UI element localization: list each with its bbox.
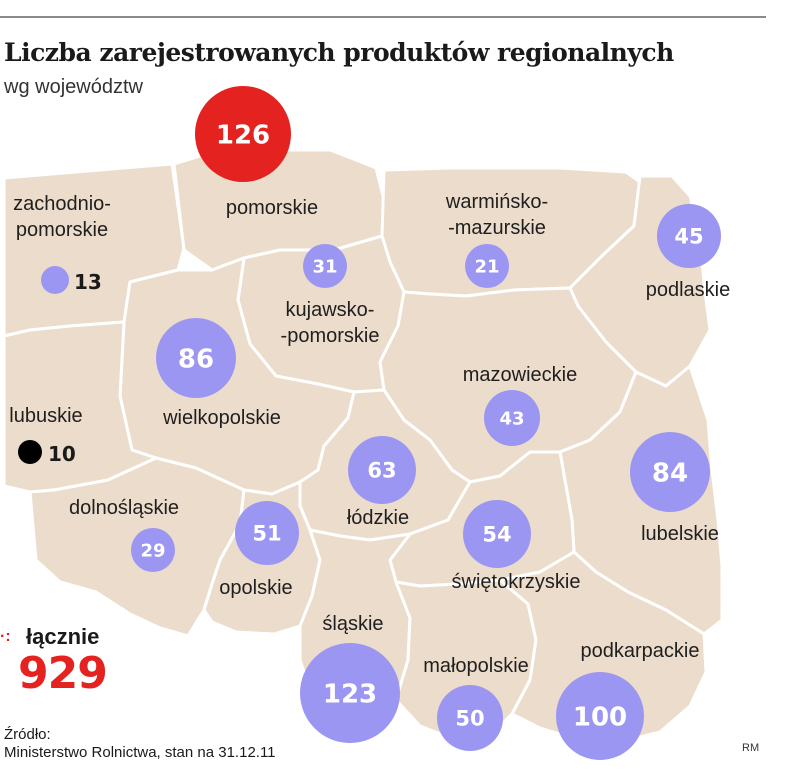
map-title: Liczba zarejestrowanych produktów region… <box>4 38 674 67</box>
value-lubelskie: 84 <box>652 458 688 488</box>
bubble-pomorskie <box>195 86 291 182</box>
label-podlaskie: podlaskie <box>646 279 731 301</box>
bubble-wielkopolskie <box>156 318 236 398</box>
label-dolnoslaskie: dolnośląskie <box>69 497 179 519</box>
label-zachodnio-pomorskie: zachodnio-pomorskie <box>13 193 111 241</box>
label-wielkopolskie: wielkopolskie <box>162 407 281 429</box>
bubble-lubuskie <box>18 440 42 464</box>
value-wielkopolskie: 86 <box>178 344 214 374</box>
value-malopolskie: 50 <box>455 707 484 731</box>
region-labels: zachodnio-pomorskie pomorskie warmińsko--m… <box>9 191 730 677</box>
value-warminsko-mazurskie: 21 <box>474 256 499 277</box>
source-text: Ministerstwo Rolnictwa, stan na 31.12.11 <box>4 744 276 761</box>
bubble-lodzkie <box>348 436 416 504</box>
top-rule <box>0 16 766 18</box>
bubble-slaskie <box>300 643 400 743</box>
value-mazowieckie: 43 <box>499 408 524 429</box>
map-subtitle: wg województw <box>4 76 143 98</box>
bubble-dolnoslaskie <box>131 528 175 572</box>
source-note: Źródło: Ministerstwo Rolnictwa, stan na … <box>4 726 276 762</box>
region-lubuskie <box>2 320 158 494</box>
bubble-lubelskie <box>630 432 710 512</box>
bubble-podkarpackie <box>556 672 644 760</box>
value-lubuskie: 10 <box>48 442 76 466</box>
value-bubbles: 13 126 21 45 31 86 10 43 63 84 29 51 54 123 50 100 <box>18 86 721 760</box>
region-podkarpackie <box>498 550 708 744</box>
value-slaskie: 123 <box>323 679 377 709</box>
label-lubuskie: lubuskie <box>9 405 82 427</box>
source-heading: Źródło: <box>4 726 51 743</box>
bubble-zachodnio-pomorskie <box>41 266 69 294</box>
value-zachodnio-pomorskie: 13 <box>74 270 102 294</box>
value-opolskie: 51 <box>252 522 281 546</box>
label-slaskie: śląskie <box>322 613 383 635</box>
value-pomorskie: 126 <box>216 120 270 150</box>
label-lodzkie: łódzkie <box>347 507 409 529</box>
total-value: 929 <box>18 648 108 699</box>
value-podlaskie: 45 <box>674 225 703 249</box>
value-podkarpackie: 100 <box>573 702 627 732</box>
label-warminsko-mazurskie: warmińsko--mazurskie <box>445 191 548 239</box>
author-credit: RM <box>742 742 760 754</box>
value-dolnoslaskie: 29 <box>140 540 165 561</box>
label-malopolskie: małopolskie <box>423 655 529 677</box>
bubble-kujawsko-pomorskie <box>303 244 347 288</box>
label-mazowieckie: mazowieckie <box>463 364 577 386</box>
bubble-mazowieckie <box>484 390 540 446</box>
value-lodzkie: 63 <box>367 459 396 483</box>
bubble-warminsko-mazurskie <box>465 244 509 288</box>
bubble-swietokrzyskie <box>463 500 531 568</box>
bubble-opolskie <box>235 501 299 565</box>
label-opolskie: opolskie <box>219 577 292 599</box>
label-pomorskie: pomorskie <box>226 197 318 219</box>
total-label: łącznie <box>26 624 100 649</box>
bubble-malopolskie <box>437 685 503 751</box>
label-kujawsko-pomorskie: kujawsko--pomorskie <box>281 299 380 347</box>
value-kujawsko-pomorskie: 31 <box>312 256 337 277</box>
label-swietokrzyskie: świętokrzyskie <box>452 571 581 593</box>
bubble-podlaskie <box>657 204 721 268</box>
value-swietokrzyskie: 54 <box>482 523 511 547</box>
total-marker-icon: ·: <box>0 628 11 645</box>
label-lubelskie: lubelskie <box>641 523 719 545</box>
label-podkarpackie: podkarpackie <box>581 640 700 662</box>
